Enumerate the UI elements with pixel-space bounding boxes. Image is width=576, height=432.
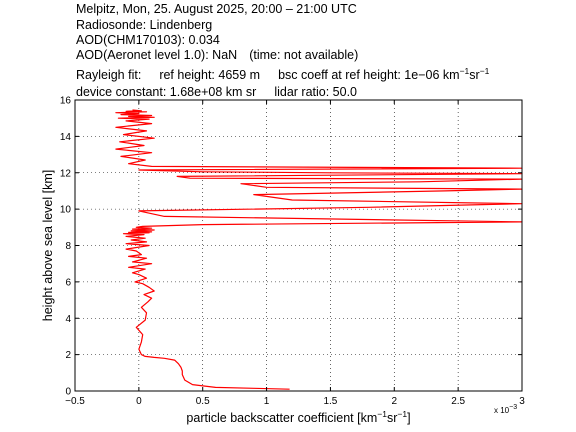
x-multiplier-base: x 10 bbox=[494, 406, 510, 415]
y-tick-label: 8 bbox=[65, 241, 71, 252]
x-axis-multiplier: x 10−3 bbox=[494, 404, 517, 415]
x-label-exp2: −1 bbox=[397, 409, 407, 419]
y-tick-label: 16 bbox=[60, 96, 72, 107]
aod-aeronet-value: AOD(Aeronet level 1.0): NaN bbox=[76, 48, 238, 62]
aod-aeronet-time: (time: not available) bbox=[249, 48, 359, 62]
grid-lines bbox=[75, 100, 522, 391]
x-label-exp1: −1 bbox=[377, 409, 387, 419]
x-tick-label: −0.5 bbox=[65, 396, 85, 407]
aod-chm-info: AOD(CHM170103): 0.034 bbox=[76, 33, 220, 47]
bsc-coeff-info: bsc coeff at ref height: 1e−06 km−1sr−1 bbox=[278, 66, 490, 82]
y-tick-label: 14 bbox=[60, 132, 72, 143]
x-tick-label: 0 bbox=[136, 396, 142, 407]
lidar-ratio-info: lidar ratio: 50.0 bbox=[274, 85, 357, 99]
x-axis-label: particle backscatter coefficient [km−1sr… bbox=[186, 409, 410, 425]
x-label-suffix: ] bbox=[407, 411, 410, 425]
y-tick-label: 6 bbox=[65, 277, 71, 288]
x-axis-ticks: −0.5 0 0.5 1 1.5 2 2.5 3 bbox=[65, 100, 525, 407]
rayleigh-fit-label: Rayleigh fit: bbox=[76, 68, 142, 82]
x-tick-label: 1 bbox=[264, 396, 270, 407]
y-tick-label: 12 bbox=[60, 168, 72, 179]
plot-title: Melpitz, Mon, 25. August 2025, 20:00 – 2… bbox=[76, 2, 357, 16]
y-tick-label: 4 bbox=[65, 314, 71, 325]
radiosonde-info: Radiosonde: Lindenberg bbox=[76, 18, 213, 32]
y-tick-label: 0 bbox=[65, 387, 71, 398]
ref-height-info: ref height: 4659 m bbox=[159, 68, 261, 82]
aod-aeronet-info: AOD(Aeronet level 1.0): NaN (time: not av… bbox=[76, 48, 358, 62]
y-tick-label: 2 bbox=[65, 350, 71, 361]
bsc-unit-exp1: −1 bbox=[459, 66, 470, 76]
x-multiplier-exp: −3 bbox=[509, 404, 517, 411]
bsc-unit-mid: sr bbox=[469, 68, 480, 82]
device-info: device constant: 1.68e+08 km sr lidar rat… bbox=[76, 85, 357, 99]
x-tick-label: 2.5 bbox=[451, 396, 465, 407]
rayleigh-fit-info: Rayleigh fit: ref height: 4659 m bsc coeff… bbox=[76, 66, 490, 83]
x-tick-label: 1.5 bbox=[323, 396, 337, 407]
bsc-unit-exp2: −1 bbox=[479, 66, 490, 76]
series-group bbox=[115, 109, 523, 390]
y-axis-ticks: 0 2 4 6 8 10 12 14 16 bbox=[60, 96, 522, 398]
x-tick-label: 2 bbox=[392, 396, 398, 407]
y-axis-label: height above sea level [km] bbox=[41, 170, 55, 321]
x-tick-label: 3 bbox=[519, 396, 525, 407]
x-tick-label: 0.5 bbox=[196, 396, 210, 407]
y-tick-label: 10 bbox=[60, 205, 72, 216]
device-constant-info: device constant: 1.68e+08 km sr bbox=[76, 85, 257, 99]
bsc-coeff-text: bsc coeff at ref height: 1e−06 km bbox=[278, 68, 460, 82]
backscatter-profile-line bbox=[115, 109, 523, 390]
x-label-prefix: particle backscatter coefficient [km bbox=[186, 411, 377, 425]
x-label-mid: sr bbox=[387, 411, 397, 425]
